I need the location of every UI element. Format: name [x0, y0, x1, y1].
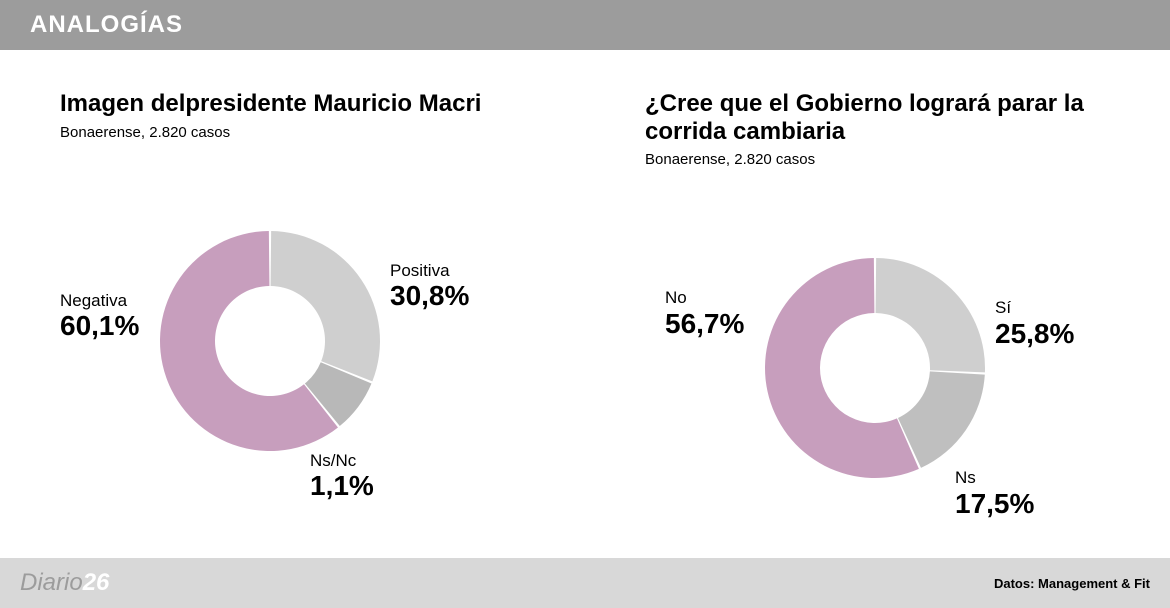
segment-value: 56,7%	[665, 308, 744, 340]
segment-label: Sí25,8%	[995, 298, 1074, 350]
segment-name: Sí	[995, 298, 1074, 318]
segment-name: No	[665, 288, 744, 308]
source-text: Datos: Management & Fit	[994, 576, 1150, 591]
segment-label: Ns17,5%	[955, 468, 1034, 520]
segment-name: Ns/Nc	[310, 451, 374, 471]
segment-name: Positiva	[390, 261, 469, 281]
logo-text-26: 26	[83, 569, 110, 597]
segment-name: Ns	[955, 468, 1034, 488]
logo-text-diario: Diario	[20, 569, 83, 597]
left-chart: Positiva30,8% Ns/Nc1,1% Negativa60,1%	[60, 141, 545, 501]
logo: Diario 26	[20, 569, 109, 597]
right-chart: Sí25,8% Ns17,5% No56,7%	[645, 168, 1130, 528]
donut-segment	[271, 231, 380, 381]
segment-label: No56,7%	[665, 288, 744, 340]
segment-name: Negativa	[60, 291, 139, 311]
segment-value: 1,1%	[310, 470, 374, 502]
header-title: ANALOGÍAS	[30, 11, 183, 39]
left-panel: Imagen delpresidente Mauricio Macri Bona…	[0, 50, 585, 558]
segment-label: Positiva30,8%	[390, 261, 469, 313]
segment-value: 17,5%	[955, 488, 1034, 520]
right-panel: ¿Cree que el Gobierno logrará parar la c…	[585, 50, 1170, 558]
segment-value: 30,8%	[390, 280, 469, 312]
segment-value: 60,1%	[60, 310, 139, 342]
main-area: Imagen delpresidente Mauricio Macri Bona…	[0, 50, 1170, 558]
segment-label: Negativa60,1%	[60, 291, 139, 343]
segment-value: 25,8%	[995, 318, 1074, 350]
footer-bar: Diario 26 Datos: Management & Fit	[0, 558, 1170, 608]
segment-label: Ns/Nc1,1%	[310, 451, 374, 503]
header-bar: ANALOGÍAS	[0, 0, 1170, 50]
left-chart-title: Imagen delpresidente Mauricio Macri	[60, 90, 545, 118]
right-chart-title: ¿Cree que el Gobierno logrará parar la c…	[645, 90, 1130, 145]
right-chart-subtitle: Bonaerense, 2.820 casos	[645, 151, 1130, 168]
left-chart-subtitle: Bonaerense, 2.820 casos	[60, 124, 545, 141]
donut-segment	[876, 258, 985, 372]
